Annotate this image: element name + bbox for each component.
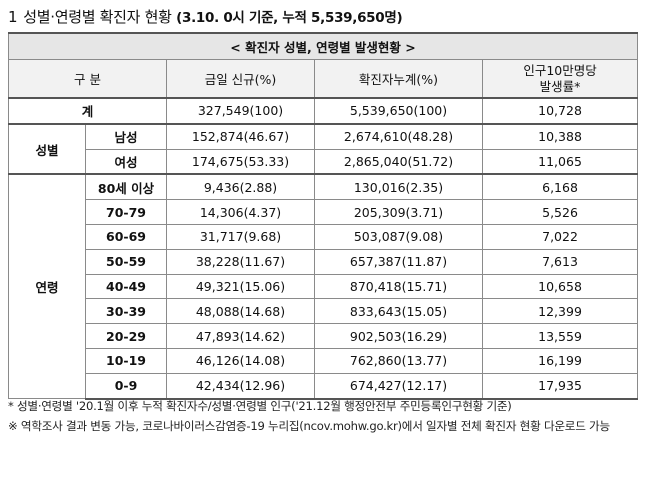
cell-rate: 17,935 xyxy=(481,372,639,400)
header-today: 금일 신규(%) xyxy=(166,59,315,99)
table-row: 연령 80세 이상 9,436(2.88) 130,016(2.35) 6,16… xyxy=(8,173,639,400)
row-label: 10-19 xyxy=(85,347,167,374)
cell-today: 46,126(14.08) xyxy=(166,347,315,374)
footnote-1: * 성별·연령별 '20.1월 이후 누적 확진자수/성별·연령별 인구('21… xyxy=(8,399,512,413)
row-label: 40-49 xyxy=(85,273,167,300)
header-cumulative: 확진자누계(%) xyxy=(314,59,483,99)
total-rate: 10,728 xyxy=(481,97,639,125)
cell-cumulative: 503,087(9.08) xyxy=(314,223,483,250)
row-label: 20-29 xyxy=(85,323,167,349)
table-row: 성별 남성 152,874(46.67) 2,674,610(48.28) 10… xyxy=(8,122,639,175)
cell-cumulative: 205,309(3.71) xyxy=(314,199,483,225)
cell-rate: 7,022 xyxy=(481,223,639,250)
table-row: 20-29 47,893(14.62) 902,503(16.29) 13,55… xyxy=(9,323,639,349)
table-caption-row: < 확진자 성별, 연령별 발생현황 > xyxy=(7,32,639,60)
header-rate: 인구10만명당 발생률* xyxy=(481,59,639,99)
cell-today: 42,434(12.96) xyxy=(166,372,315,400)
row-label: 0-9 xyxy=(85,372,167,400)
sex-group-label: 성별 xyxy=(8,122,86,175)
cell-cumulative: 657,387(11.87) xyxy=(314,248,483,275)
row-label: 여성 xyxy=(85,148,167,175)
cell-rate: 5,526 xyxy=(481,199,639,225)
row-label: 남성 xyxy=(85,122,167,150)
cell-today: 38,228(11.67) xyxy=(166,248,315,275)
total-today: 327,549(100) xyxy=(166,97,315,125)
cell-cumulative: 833,643(15.05) xyxy=(314,298,483,325)
header-rate-line1: 인구10만명당 xyxy=(523,62,597,78)
table-row: 30-39 48,088(14.68) 833,643(15.05) 12,39… xyxy=(9,298,639,325)
footnotes: * 성별·연령별 '20.1월 이후 누적 확진자수/성별·연령별 인구('21… xyxy=(8,396,636,436)
cell-cumulative: 2,865,040(51.72) xyxy=(314,148,483,175)
title-number: 1 xyxy=(8,8,18,26)
row-label: 30-39 xyxy=(85,298,167,325)
footnote-2: ※ 역학조사 결과 변동 가능, 코로나바이러스감염증-19 누리집(ncov.… xyxy=(8,419,610,433)
cell-rate: 6,168 xyxy=(481,173,639,201)
cell-rate: 16,199 xyxy=(481,347,639,374)
cell-cumulative: 902,503(16.29) xyxy=(314,323,483,349)
age-group-label: 연령 xyxy=(8,173,86,400)
cell-rate: 12,399 xyxy=(481,298,639,325)
total-cumulative: 5,539,650(100) xyxy=(314,97,483,125)
page-title: 1 성별·연령별 확진자 현황 (3.10. 0시 기준, 누적 5,539,65… xyxy=(8,6,403,27)
row-label: 80세 이상 xyxy=(85,173,167,201)
table-row: 60-69 31,717(9.68) 503,087(9.08) 7,022 xyxy=(9,223,639,250)
table-row: 40-49 49,321(15.06) 870,418(15.71) 10,65… xyxy=(9,273,639,300)
table-header-row: 구 분 금일 신규(%) 확진자누계(%) 인구10만명당 발생률* xyxy=(8,59,639,99)
cases-table: < 확진자 성별, 연령별 발생현황 > 구 분 금일 신규(%) 확진자누계(… xyxy=(7,32,639,400)
cell-rate: 10,388 xyxy=(481,122,639,150)
table-caption: < 확진자 성별, 연령별 발생현황 > xyxy=(7,32,639,60)
header-category: 구 분 xyxy=(8,59,167,99)
row-label: 70-79 xyxy=(85,199,167,225)
table-row: 10-19 46,126(14.08) 762,860(13.77) 16,19… xyxy=(9,347,639,374)
cell-cumulative: 762,860(13.77) xyxy=(314,347,483,374)
cell-rate: 7,613 xyxy=(481,248,639,275)
row-label: 50-59 xyxy=(85,248,167,275)
title-main: 성별·연령별 확진자 현황 xyxy=(23,8,172,26)
cell-rate: 11,065 xyxy=(481,148,639,175)
cell-rate: 10,658 xyxy=(481,273,639,300)
cell-today: 47,893(14.62) xyxy=(166,323,315,349)
cell-cumulative: 674,427(12.17) xyxy=(314,372,483,400)
cell-today: 152,874(46.67) xyxy=(166,122,315,150)
cell-today: 48,088(14.68) xyxy=(166,298,315,325)
cell-today: 9,436(2.88) xyxy=(166,173,315,201)
cell-today: 31,717(9.68) xyxy=(166,223,315,250)
cell-rate: 13,559 xyxy=(481,323,639,349)
cell-today: 14,306(4.37) xyxy=(166,199,315,225)
table-row: 0-9 42,434(12.96) 674,427(12.17) 17,935 xyxy=(9,372,639,400)
title-subtitle: (3.10. 0시 기준, 누적 5,539,650명) xyxy=(176,10,403,26)
table-row: 70-79 14,306(4.37) 205,309(3.71) 5,526 xyxy=(9,199,639,225)
cell-today: 174,675(53.33) xyxy=(166,148,315,175)
cell-cumulative: 870,418(15.71) xyxy=(314,273,483,300)
cell-today: 49,321(15.06) xyxy=(166,273,315,300)
header-rate-line2: 발생률* xyxy=(539,78,581,94)
cell-cumulative: 130,016(2.35) xyxy=(314,173,483,201)
table-row: 50-59 38,228(11.67) 657,387(11.87) 7,613 xyxy=(9,248,639,275)
cell-cumulative: 2,674,610(48.28) xyxy=(314,122,483,150)
row-label: 60-69 xyxy=(85,223,167,250)
table-row: 여성 174,675(53.33) 2,865,040(51.72) 11,06… xyxy=(9,148,639,175)
total-label: 계 xyxy=(8,97,167,125)
table-row-total: 계 327,549(100) 5,539,650(100) 10,728 xyxy=(8,97,639,125)
